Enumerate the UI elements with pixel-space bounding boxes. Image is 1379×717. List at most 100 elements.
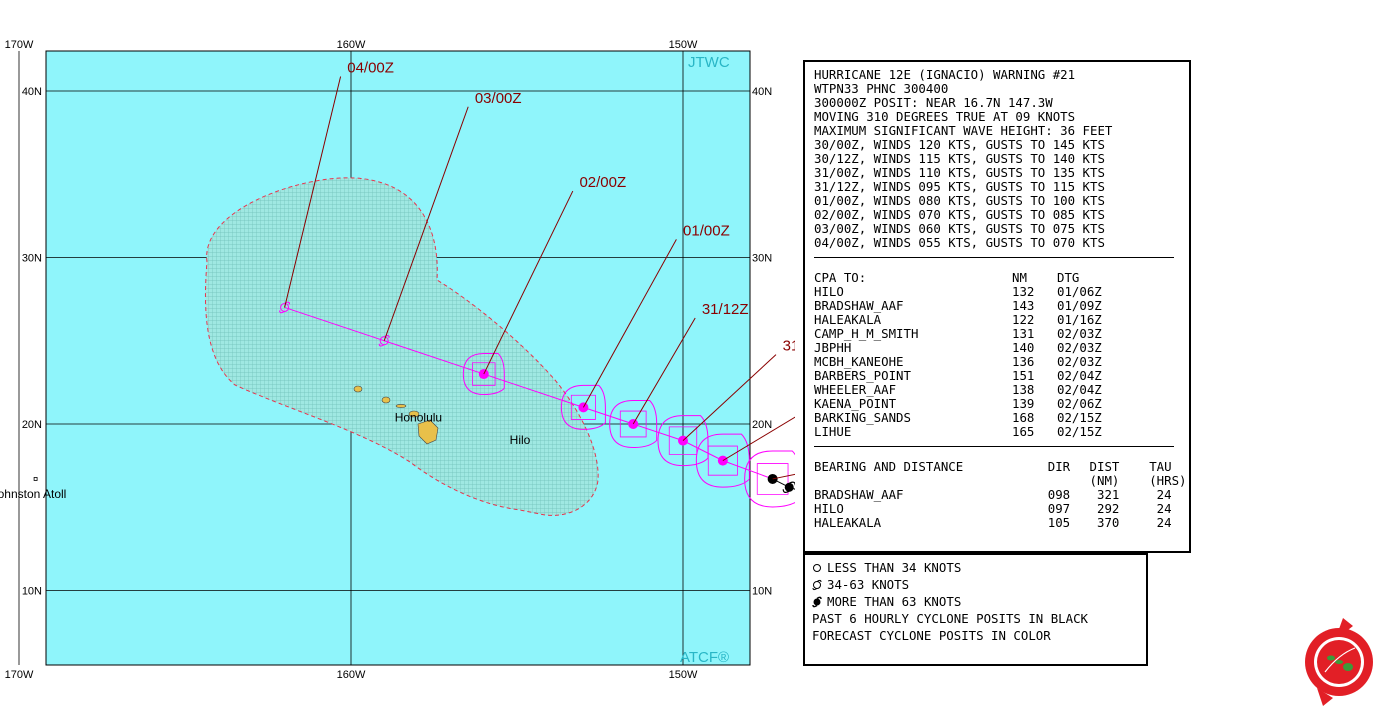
island-maui <box>408 410 420 418</box>
bearing-table: BRADSHAW_AAF 098 321 24 HILO 097 292 24 HALE… <box>814 488 1189 530</box>
place-marker <box>33 477 38 481</box>
legend-more-63-label: MORE THAN 63 KNOTS <box>827 593 962 609</box>
wind-radius-34kt <box>657 415 709 467</box>
label-leader-line <box>284 76 342 308</box>
place-label: Johnston Atoll <box>0 487 66 501</box>
past-symbol-arms <box>782 481 795 493</box>
warning-line: MAXIMUM SIGNIFICANT WAVE HEIGHT: 36 FEET <box>814 123 1113 138</box>
cpa-row: BARKING_SANDS 168 02/15Z <box>814 411 1189 425</box>
bearing-unit-row: (NM) (HRS) <box>814 474 1189 488</box>
cpa-row: HALEAKALA 122 01/16Z <box>814 313 1189 327</box>
place-labels: Johnston Atoll Honolulu Hilo <box>0 410 531 501</box>
cpa-distance: 165 <box>1012 424 1035 439</box>
cpa-time: 01/06Z <box>1057 284 1102 299</box>
cpa-distance: 139 <box>1012 396 1035 411</box>
past-positions <box>772 478 795 493</box>
lat-label: 20N <box>22 419 42 431</box>
bearing-tau-unit: (HRS) <box>1149 473 1187 488</box>
storm-symbol-arms <box>378 334 390 347</box>
bearing-header-row: BEARING AND DISTANCE DIR DIST TAU <box>814 460 1189 474</box>
lat-label: 40N <box>752 86 772 98</box>
cpa-distance: 143 <box>1012 298 1035 313</box>
wind-radius-50kt <box>619 410 647 438</box>
island-oahu <box>381 396 391 404</box>
cpa-distance: 140 <box>1012 340 1035 355</box>
warning-line: 31/12Z, WINDS 095 KTS, GUSTS TO 115 KTS <box>814 179 1105 194</box>
wind-radius-50kt <box>668 426 698 455</box>
lat-label: 10N <box>22 586 42 598</box>
cpa-time: 01/09Z <box>1057 298 1102 313</box>
wind-radius-50kt <box>756 463 789 495</box>
cpa-col-dtg: DTG <box>1057 270 1080 285</box>
bearing-distance: 321 <box>1089 487 1120 502</box>
wind-radii-rings <box>462 353 795 508</box>
cpa-time: 02/15Z <box>1057 424 1102 439</box>
legend-less-34: LESS THAN 34 KNOTS <box>812 559 1146 576</box>
bearing-col-dir: DIR <box>1047 459 1071 474</box>
warning-line: 01/00Z, WINDS 080 KTS, GUSTS TO 100 KTS <box>814 193 1105 208</box>
cpa-table: HILO 132 01/06Z BRADSHAW_AAF 143 01/09Z HALEAK… <box>814 285 1189 439</box>
cpa-distance: 151 <box>1012 368 1035 383</box>
lat-label: 40N <box>22 86 42 98</box>
warning-line: 30/12Z, WINDS 115 KTS, GUSTS TO 140 KTS <box>814 151 1105 166</box>
cpa-title: CPA TO: <box>814 270 867 285</box>
cpa-location: KAENA_POINT <box>814 396 897 411</box>
cpa-row: MCBH_KANEOHE 136 02/03Z <box>814 355 1189 369</box>
cpa-col-nm: NM <box>1012 270 1027 285</box>
track-line <box>284 306 773 480</box>
bearing-col-dist: DIST <box>1089 459 1120 474</box>
cpa-row: WHEELER_AAF 138 02/04Z <box>814 383 1189 397</box>
warning-line: 300000Z POSIT: NEAR 16.7N 147.3W <box>814 95 1053 110</box>
cpa-time: 02/03Z <box>1057 326 1102 341</box>
label-leader-line <box>632 317 696 425</box>
bearing-tau: 24 <box>1149 501 1172 516</box>
cpa-time: 02/15Z <box>1057 410 1102 425</box>
lat-label: 30N <box>22 253 42 265</box>
wind-radius-34kt <box>744 450 795 508</box>
cpa-location: WHEELER_AAF <box>814 382 897 397</box>
cpa-time: 02/03Z <box>1057 354 1102 369</box>
cpa-distance: 131 <box>1012 326 1035 341</box>
bearing-direction: 098 <box>1047 487 1071 502</box>
lon-label: 170W <box>5 39 34 51</box>
tropical-storm-icon <box>812 579 822 590</box>
wind-radius-34kt <box>609 400 658 449</box>
cpa-location: BARBERS_POINT <box>814 368 911 383</box>
cpa-row: BRADSHAW_AAF 143 01/09Z <box>814 299 1189 313</box>
cpa-time: 02/06Z <box>1057 396 1102 411</box>
lon-label: 160W <box>337 39 366 51</box>
atcf-label: ATCF® <box>680 649 729 666</box>
label-leader-line <box>582 239 677 408</box>
bearing-title: BEARING AND DISTANCE <box>814 459 964 474</box>
legend-forecast-note: FORECAST CYCLONE POSITS IN COLOR <box>812 627 1051 643</box>
label-leader-line <box>483 190 574 375</box>
bearing-row: HILO 097 292 24 <box>814 502 1189 516</box>
lon-label: 170W <box>5 669 34 681</box>
forecast-time-label: 02/00Z <box>579 174 626 191</box>
warning-panel: HURRICANE 12E (IGNACIO) WARNING #21 WTPN3… <box>803 60 1191 553</box>
cpa-location: BRADSHAW_AAF <box>814 298 904 313</box>
cpa-time: 01/16Z <box>1057 312 1102 327</box>
hawaiian-islands <box>353 385 439 445</box>
cpa-row: BARBERS_POINT 151 02/04Z <box>814 369 1189 383</box>
forecast-time-label: 03/00Z <box>475 90 522 107</box>
cpa-row: HILO 132 01/06Z <box>814 285 1189 299</box>
lat-label: 20N <box>752 419 772 431</box>
warning-line: MOVING 310 DEGREES TRUE AT 09 KNOTS <box>814 109 1076 124</box>
warning-line: WTPN33 PHNC 300400 <box>814 81 949 96</box>
cpa-distance: 132 <box>1012 284 1035 299</box>
island-hawaii <box>417 419 439 445</box>
bearing-location: HILO <box>814 501 844 516</box>
lat-label: 30N <box>752 253 772 265</box>
wind-radius-34kt <box>560 384 606 430</box>
cpa-time: 02/03Z <box>1057 340 1102 355</box>
lat-label: 10N <box>752 586 772 598</box>
legend-34-63-label: 34-63 KNOTS <box>827 576 910 592</box>
cpa-row: LIHUE 165 02/15Z <box>814 425 1189 439</box>
divider <box>814 257 1174 258</box>
bearing-row: BRADSHAW_AAF 098 321 24 <box>814 488 1189 502</box>
wind-radius-50kt <box>472 362 496 386</box>
wind-radius-34kt <box>695 433 750 488</box>
cpa-time: 02/04Z <box>1057 382 1102 397</box>
wind-radius-34kt <box>462 353 505 396</box>
